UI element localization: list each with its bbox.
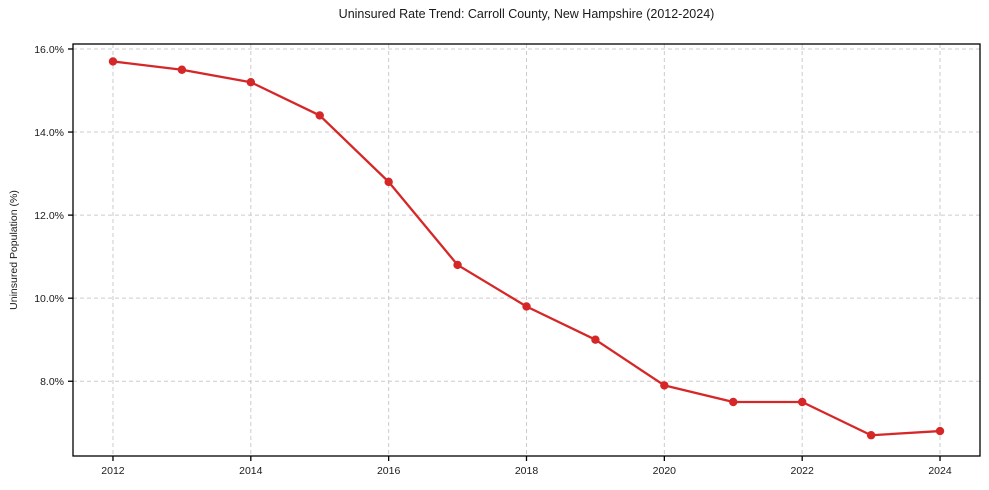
data-point-marker [591,335,600,344]
x-tick-label: 2016 [377,465,401,477]
data-point-marker [315,111,324,120]
x-tick-label: 2022 [791,465,815,477]
y-tick-label: 14.0% [34,127,64,139]
x-tick-label: 2012 [101,465,125,477]
data-point-marker [729,397,738,407]
x-tick-label: 2024 [928,465,952,477]
data-point-marker [246,78,256,87]
data-point-marker [797,397,807,407]
data-point-marker [453,260,462,270]
x-tick-label: 2020 [653,465,677,477]
y-tick-label: 8.0% [40,376,64,388]
x-tick-label: 2014 [239,465,263,477]
x-tick-label: 2018 [515,465,539,477]
y-axis-title: Uninsured Population (%) [8,190,20,310]
data-point-marker [522,302,531,311]
y-tick-label: 10.0% [34,293,64,305]
data-point-marker [177,65,187,74]
chart-title: Uninsured Rate Trend: Carroll County, Ne… [338,7,715,21]
data-point-marker [384,177,393,187]
y-tick-label: 12.0% [34,210,64,222]
y-tick-label: 16.0% [34,44,64,56]
data-point-marker [866,431,876,440]
data-point-marker [660,381,669,390]
data-point-marker [108,57,118,66]
data-point-marker [935,426,945,436]
